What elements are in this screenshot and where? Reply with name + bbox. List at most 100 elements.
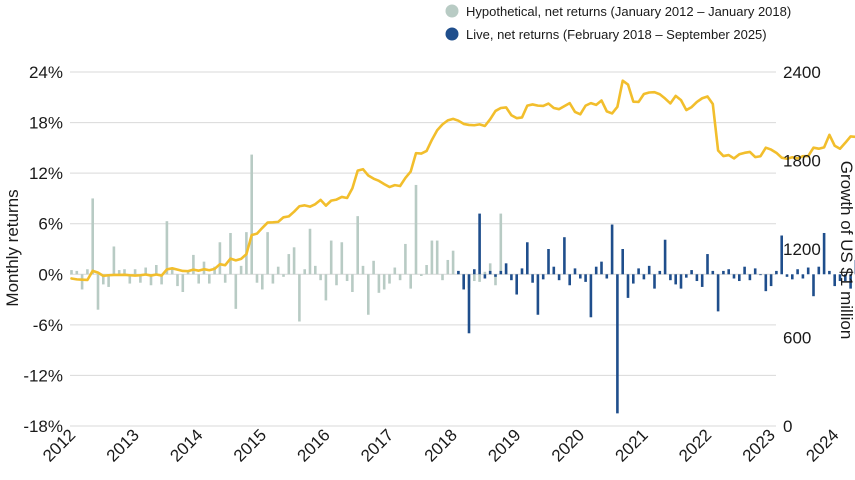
x-axis-tick-label: 2020 — [548, 425, 588, 465]
live-bar — [753, 268, 757, 275]
live-bar — [796, 269, 799, 275]
live-bar — [531, 274, 534, 283]
live-bar — [817, 266, 821, 275]
hypothetical-bar — [160, 274, 163, 285]
hypothetical-bar — [345, 274, 349, 282]
hypothetical-bar — [499, 213, 503, 275]
live-bar — [722, 270, 725, 275]
hypothetical-bar — [213, 266, 216, 275]
live-bar — [716, 274, 720, 312]
hypothetical-bar — [70, 270, 73, 275]
live-bar — [621, 249, 624, 275]
hypothetical-bar — [123, 269, 126, 275]
left-axis-tick-label: 0% — [38, 265, 63, 284]
live-bar — [600, 261, 603, 275]
live-bar — [806, 267, 810, 275]
hypothetical-bar — [435, 240, 439, 275]
hypothetical-bar — [239, 265, 243, 275]
x-axis-tick-label: 2019 — [484, 425, 524, 465]
hypothetical-bar — [261, 274, 264, 290]
hypothetical-bar — [382, 274, 386, 290]
live-bar — [653, 274, 656, 289]
x-axis-tick-label: 2014 — [166, 425, 206, 465]
live-bar — [844, 274, 847, 282]
hypothetical-bar — [324, 274, 328, 301]
live-bar — [632, 274, 635, 284]
hypothetical-bar — [393, 267, 397, 275]
right-axis-tick-label: 1800 — [783, 152, 821, 171]
live-bar — [584, 274, 587, 282]
left-axis-title: Monthly returns — [3, 189, 22, 306]
live-bar — [685, 274, 688, 278]
live-bar — [504, 263, 508, 275]
live-bar — [589, 274, 593, 318]
live-bar — [849, 274, 852, 289]
gridlines — [70, 71, 776, 427]
hypothetical-bar — [308, 228, 312, 275]
live-bar — [568, 274, 571, 286]
live-bar — [642, 274, 646, 280]
hypothetical-bar — [165, 221, 169, 275]
hypothetical-bar — [483, 271, 487, 275]
live-bar — [478, 213, 481, 275]
hypothetical-bar — [112, 246, 116, 275]
left-axis-tick-label: -12% — [23, 366, 63, 385]
right-axis-tick-label: 1200 — [783, 240, 821, 259]
live-bar — [711, 270, 715, 275]
left-axis-tick-label: -6% — [33, 316, 63, 335]
live-bar — [467, 274, 471, 334]
live-bar — [700, 274, 704, 287]
hypothetical-bar — [494, 274, 497, 286]
live-bar — [594, 266, 598, 275]
hypothetical-bar — [128, 274, 132, 284]
live-bar — [669, 274, 672, 281]
hypothetical-bar — [292, 247, 296, 275]
live-bar — [536, 274, 540, 315]
hypothetical-bar — [329, 240, 333, 275]
legend-label-hypothetical: Hypothetical, net returns (January 2012 … — [466, 4, 791, 19]
x-axis-tick-label: 2023 — [739, 425, 779, 465]
hypothetical-bar — [451, 250, 455, 275]
live-bar — [483, 274, 487, 279]
hypothetical-bar — [176, 274, 179, 287]
live-bar — [557, 274, 561, 281]
growth-line — [70, 79, 855, 282]
hypothetical-bar — [266, 232, 269, 275]
live-bar — [743, 266, 746, 275]
hypothetical-bar — [218, 242, 222, 275]
hypothetical-bar — [414, 184, 418, 275]
hypothetical-bar — [86, 269, 89, 275]
live-bar — [520, 268, 524, 275]
hypothetical-bar — [271, 274, 275, 284]
hypothetical-bar — [208, 274, 211, 284]
hypothetical-bar — [488, 263, 492, 275]
hypothetical-bar — [102, 274, 105, 285]
hypothetical-bar — [314, 265, 317, 275]
hypothetical-bar — [319, 274, 322, 281]
hypothetical-bar — [80, 274, 84, 290]
hypothetical-bar — [250, 154, 253, 275]
left-axis-tick-label: -18% — [23, 417, 63, 436]
left-axis-ticks: -18% -12% -6% 0% 6% 12% 18% 24% — [23, 63, 63, 436]
hypothetical-bar — [96, 274, 100, 310]
live-bar — [833, 274, 836, 287]
x-axis-tick-label: 2017 — [357, 425, 397, 465]
legend-label-live: Live, net returns (February 2018 – Septe… — [466, 27, 767, 42]
live-bar — [695, 274, 699, 282]
left-axis-tick-label: 24% — [29, 63, 63, 82]
live-bar — [679, 274, 683, 289]
hypothetical-bar — [197, 274, 200, 284]
live-bar — [547, 249, 550, 275]
hypothetical-bar — [441, 274, 444, 281]
hypothetical-bar — [133, 269, 137, 275]
live-bar — [759, 274, 762, 276]
right-axis-ticks: 0 600 1200 1800 2400 — [783, 63, 821, 436]
hypothetical-bar — [340, 242, 344, 275]
x-axis-tick-label: 2015 — [230, 425, 270, 465]
left-axis-tick-label: 6% — [38, 215, 63, 234]
hypothetical-bar — [473, 274, 476, 282]
hypothetical-bar — [287, 254, 291, 275]
hypothetical-bar — [367, 274, 370, 315]
hypothetical-bar — [91, 198, 94, 275]
